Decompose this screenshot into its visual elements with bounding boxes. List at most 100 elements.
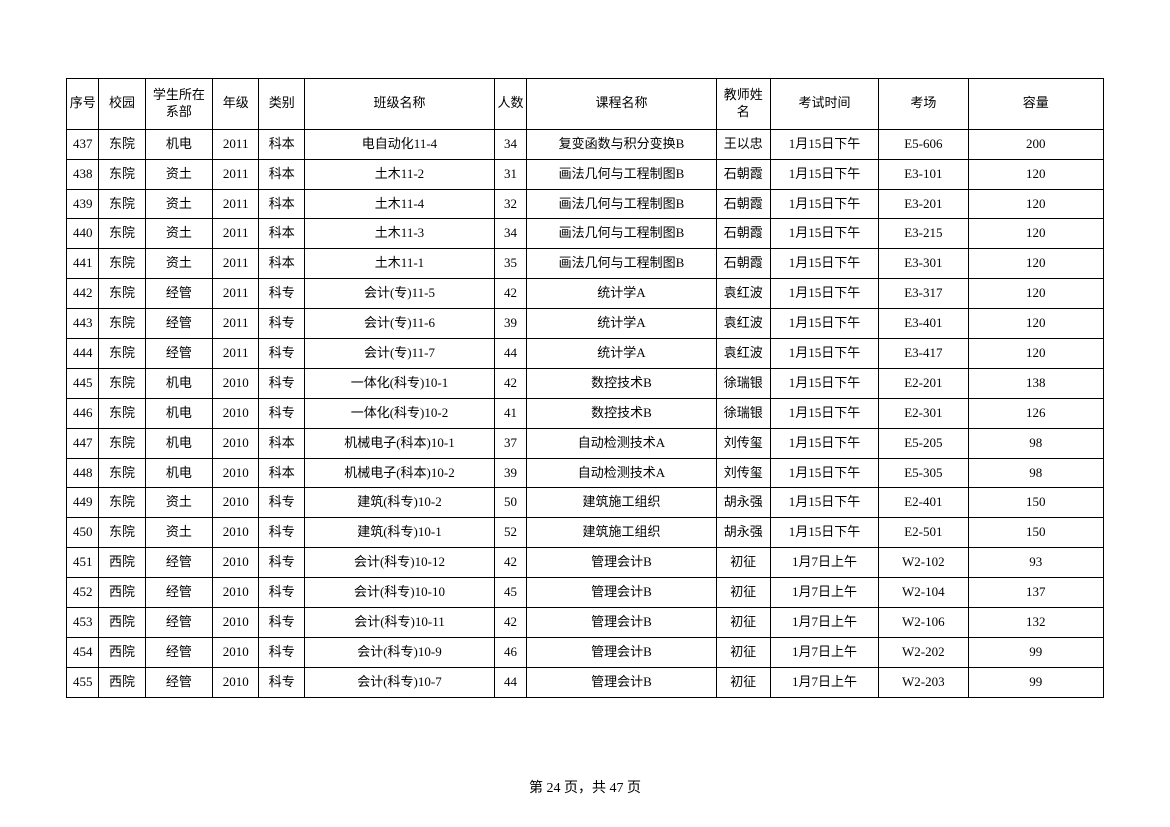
table-cell: 东院 — [99, 339, 145, 369]
table-cell: 科专 — [259, 637, 305, 667]
table-cell: 2010 — [213, 398, 259, 428]
table-cell: 科本 — [259, 428, 305, 458]
table-cell: 管理会计B — [527, 667, 717, 697]
table-cell: 东院 — [99, 309, 145, 339]
table-cell: 西院 — [99, 637, 145, 667]
table-cell: 444 — [67, 339, 99, 369]
table-cell: E5-205 — [879, 428, 968, 458]
table-cell: 王以忠 — [716, 129, 770, 159]
table-cell: 1月15日下午 — [770, 129, 878, 159]
table-cell: 32 — [494, 189, 526, 219]
table-row: 449东院资土2010科专建筑(科专)10-250建筑施工组织胡永强1月15日下… — [67, 488, 1104, 518]
table-cell: 机电 — [145, 428, 213, 458]
table-cell: 442 — [67, 279, 99, 309]
table-cell: 西院 — [99, 578, 145, 608]
col-header-time: 考试时间 — [770, 79, 878, 130]
table-row: 439东院资土2011科本土木11-432画法几何与工程制图B石朝霞1月15日下… — [67, 189, 1104, 219]
table-cell: 石朝霞 — [716, 249, 770, 279]
table-cell: 石朝霞 — [716, 219, 770, 249]
table-cell: 统计学A — [527, 309, 717, 339]
table-cell: 管理会计B — [527, 548, 717, 578]
table-row: 455西院经管2010科专会计(科专)10-744管理会计B初征1月7日上午W2… — [67, 667, 1104, 697]
table-cell: 土木11-1 — [305, 249, 495, 279]
table-cell: E2-501 — [879, 518, 968, 548]
table-cell: 建筑施工组织 — [527, 518, 717, 548]
table-cell: 138 — [968, 368, 1103, 398]
table-cell: 科专 — [259, 608, 305, 638]
table-cell: 2010 — [213, 428, 259, 458]
table-cell: 150 — [968, 488, 1103, 518]
table-row: 452西院经管2010科专会计(科专)10-1045管理会计B初征1月7日上午W… — [67, 578, 1104, 608]
table-cell: 440 — [67, 219, 99, 249]
table-cell: 西院 — [99, 548, 145, 578]
table-cell: 438 — [67, 159, 99, 189]
table-cell: 东院 — [99, 458, 145, 488]
table-cell: 自动检测技术A — [527, 428, 717, 458]
table-cell: 1月15日下午 — [770, 518, 878, 548]
table-cell: 2010 — [213, 518, 259, 548]
table-cell: 数控技术B — [527, 398, 717, 428]
table-cell: 科本 — [259, 129, 305, 159]
table-cell: 会计(专)11-6 — [305, 309, 495, 339]
table-cell: 经管 — [145, 637, 213, 667]
table-cell: 132 — [968, 608, 1103, 638]
table-cell: 2010 — [213, 488, 259, 518]
table-cell: 东院 — [99, 488, 145, 518]
table-cell: 徐瑞银 — [716, 368, 770, 398]
table-cell: 东院 — [99, 398, 145, 428]
table-cell: 1月7日上午 — [770, 637, 878, 667]
table-cell: 42 — [494, 279, 526, 309]
table-cell: 机电 — [145, 458, 213, 488]
table-cell: 445 — [67, 368, 99, 398]
table-cell: 东院 — [99, 129, 145, 159]
table-cell: 会计(科专)10-11 — [305, 608, 495, 638]
col-header-class: 班级名称 — [305, 79, 495, 130]
table-cell: E5-305 — [879, 458, 968, 488]
table-cell: 会计(科专)10-12 — [305, 548, 495, 578]
table-cell: 袁红波 — [716, 339, 770, 369]
col-header-teacher: 教师姓名 — [716, 79, 770, 130]
table-cell: 东院 — [99, 189, 145, 219]
table-cell: 西院 — [99, 608, 145, 638]
table-cell: 会计(专)11-7 — [305, 339, 495, 369]
table-cell: 2011 — [213, 249, 259, 279]
table-cell: 东院 — [99, 249, 145, 279]
table-cell: 1月15日下午 — [770, 398, 878, 428]
table-cell: 34 — [494, 219, 526, 249]
table-cell: 1月7日上午 — [770, 667, 878, 697]
table-cell: 刘传玺 — [716, 428, 770, 458]
table-cell: 1月15日下午 — [770, 428, 878, 458]
table-cell: 初征 — [716, 578, 770, 608]
table-cell: 454 — [67, 637, 99, 667]
col-header-capacity: 容量 — [968, 79, 1103, 130]
table-cell: 科本 — [259, 189, 305, 219]
table-row: 447东院机电2010科本机械电子(科本)10-137自动检测技术A刘传玺1月1… — [67, 428, 1104, 458]
table-row: 443东院经管2011科专会计(专)11-639统计学A袁红波1月15日下午E3… — [67, 309, 1104, 339]
table-cell: 经管 — [145, 279, 213, 309]
table-cell: 2010 — [213, 608, 259, 638]
table-cell: 1月15日下午 — [770, 368, 878, 398]
table-cell: 经管 — [145, 667, 213, 697]
table-cell: 会计(专)11-5 — [305, 279, 495, 309]
table-cell: 2010 — [213, 548, 259, 578]
table-cell: 1月15日下午 — [770, 458, 878, 488]
table-cell: 统计学A — [527, 339, 717, 369]
col-header-course: 课程名称 — [527, 79, 717, 130]
table-cell: 52 — [494, 518, 526, 548]
table-cell: 2010 — [213, 637, 259, 667]
table-cell: 科本 — [259, 159, 305, 189]
table-cell: 2011 — [213, 279, 259, 309]
table-cell: 复变函数与积分变换B — [527, 129, 717, 159]
table-cell: 袁红波 — [716, 279, 770, 309]
table-cell: 93 — [968, 548, 1103, 578]
table-row: 454西院经管2010科专会计(科专)10-946管理会计B初征1月7日上午W2… — [67, 637, 1104, 667]
table-cell: 科专 — [259, 368, 305, 398]
table-cell: E3-201 — [879, 189, 968, 219]
table-cell: 土木11-3 — [305, 219, 495, 249]
table-cell: 会计(科专)10-10 — [305, 578, 495, 608]
table-cell: 99 — [968, 637, 1103, 667]
table-cell: 初征 — [716, 667, 770, 697]
col-header-venue: 考场 — [879, 79, 968, 130]
table-cell: 科专 — [259, 578, 305, 608]
table-cell: 443 — [67, 309, 99, 339]
